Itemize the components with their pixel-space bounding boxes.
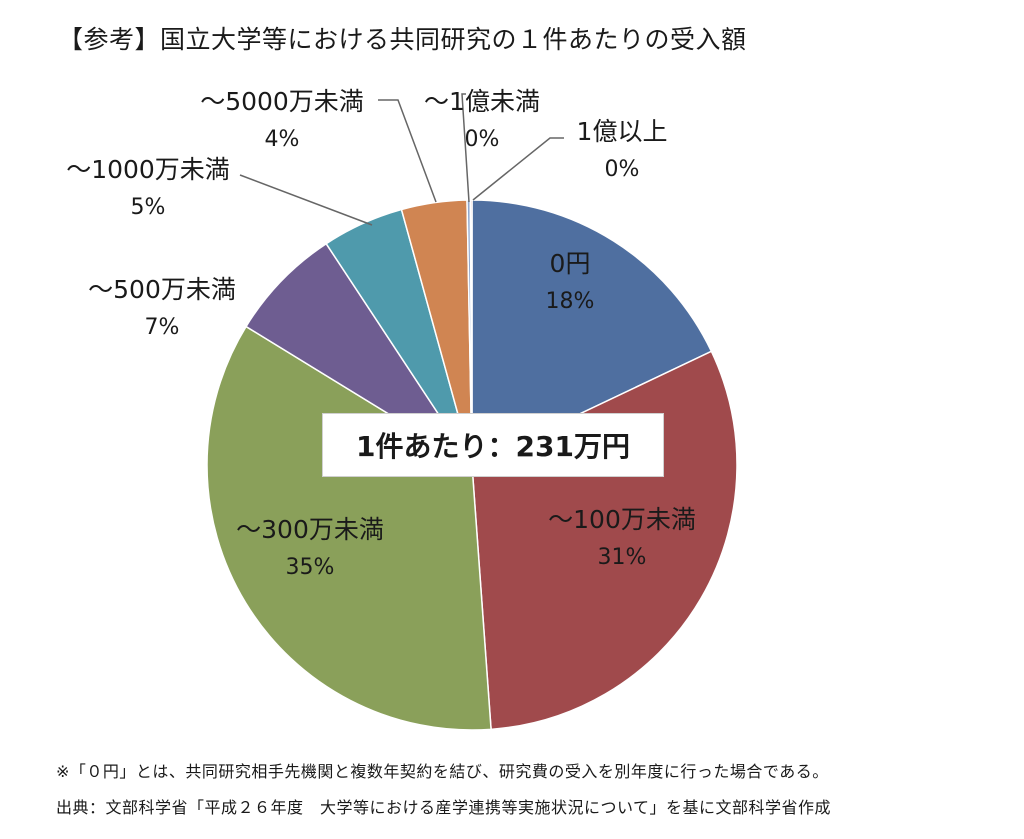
slice-value-label: 4%	[265, 127, 300, 152]
source-note: 出典：文部科学省「平成２６年度 大学等における産学連携等実施状況について」を基に…	[56, 798, 832, 817]
slice-value-label: 18%	[546, 289, 595, 314]
pie-slice	[245, 242, 473, 466]
leader-line	[461, 93, 470, 203]
slice-label: ～500万未満	[88, 275, 236, 304]
slice-value-label: 31%	[598, 545, 647, 570]
slice-value-label: 7%	[145, 315, 180, 340]
slice-label: 0円	[550, 249, 591, 278]
pie-slice	[206, 325, 492, 731]
average-amount-callout: 1件あたり：231万円	[322, 413, 664, 477]
leader-line	[472, 137, 564, 201]
leader-line	[378, 99, 437, 203]
slice-value-label: 0%	[605, 157, 640, 182]
slice-label: ～100万未満	[548, 505, 696, 534]
pie-slice	[469, 199, 473, 466]
slice-label: ～1億未満	[424, 87, 540, 116]
pie-slice	[471, 199, 713, 467]
chart-title: 【参考】国立大学等における共同研究の１件あたりの受入額	[58, 25, 747, 54]
slice-label: ～5000万未満	[200, 87, 364, 116]
slice-label: 1億以上	[577, 117, 668, 146]
slice-value-label: 5%	[131, 195, 166, 220]
slice-label: ～300万未満	[236, 515, 384, 544]
leader-line	[239, 174, 373, 226]
slice-value-label: 35%	[286, 555, 335, 580]
slice-label: ～1000万未満	[66, 155, 230, 184]
footnote: ※「０円」とは、共同研究相手先機関と複数年契約を結び、研究費の受入を別年度に行っ…	[56, 762, 829, 781]
slice-value-label: 0%	[465, 127, 500, 152]
